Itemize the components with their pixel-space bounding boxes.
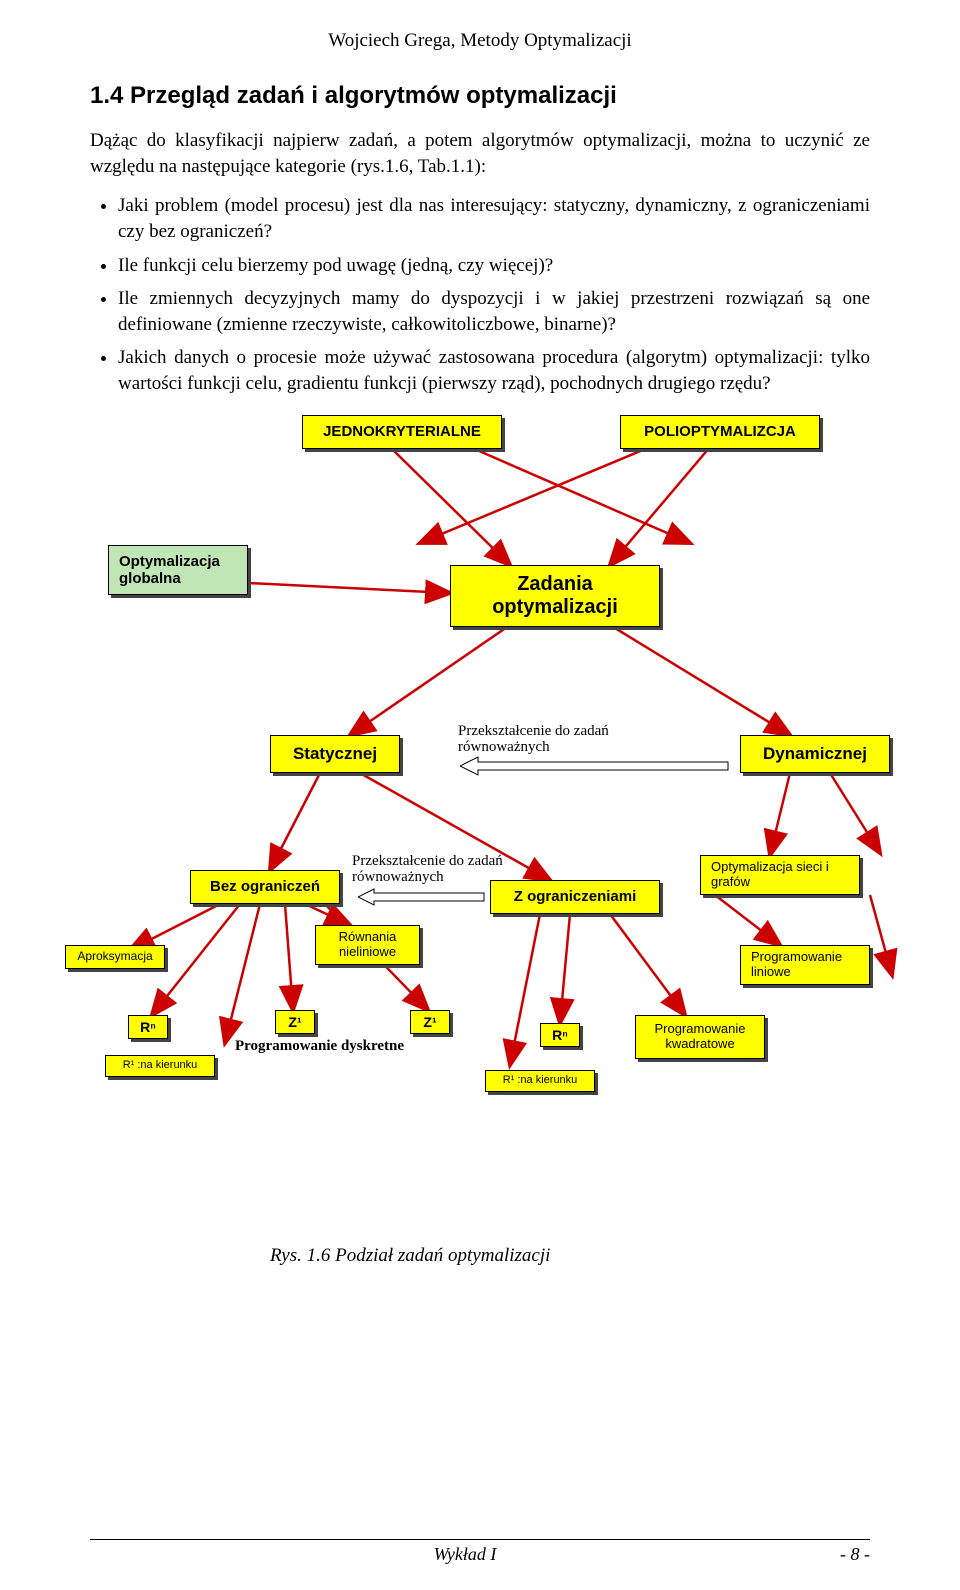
footer-page: - 8 - [840,1544,870,1565]
page-footer: Wykład I - 8 - [90,1539,870,1565]
outline-arrow-1 [460,755,730,777]
node-zadania: Zadania optymalizacji [450,565,660,627]
bullet-list: Jaki problem (model procesu) jest dla na… [90,193,870,396]
footer-center: Wykład I [434,1544,497,1565]
node-dynamicznej: Dynamicznej [740,735,890,773]
node-poli: POLIOPTYMALIZCJA [620,415,820,449]
label-przek1: Przekształcenie do zadań równoważnych [458,723,638,756]
node-rn1: Rⁿ [128,1015,168,1039]
figure-caption: Rys. 1.6 Podział zadań optymalizacji [270,1245,870,1267]
bullet-item: Ile funkcji celu bierzemy pod uwagę (jed… [118,253,870,279]
node-rownania: Równania nieliniowe [315,925,420,965]
node-sieci: Optymalizacja sieci i grafów [700,855,860,895]
bullet-item: Jakich danych o procesie może używać zas… [118,345,870,396]
label-przek2: Przekształcenie do zadań równoważnych [352,853,522,886]
page-header: Wojciech Grega, Metody Optymalizacji [90,30,870,52]
label-progdys: Programowanie dyskretne [235,1038,455,1055]
node-aproks: Aproksymacja [65,945,165,969]
node-r1kier2: R¹ :na kierunku [485,1070,595,1092]
node-z1b: Z¹ [410,1010,450,1034]
bullet-item: Ile zmiennych decyzyjnych mamy do dyspoz… [118,286,870,337]
node-rn2: Rⁿ [540,1023,580,1047]
node-liniowe: Programowanie liniowe [740,945,870,985]
outline-arrow-2 [358,887,486,907]
node-jedno: JEDNOKRYTERIALNE [302,415,502,449]
bullet-item: Jaki problem (model procesu) jest dla na… [118,193,870,244]
node-z1a: Z¹ [275,1010,315,1034]
node-globalna: Optymalizacja globalna [108,545,248,595]
section-title: 1.4 Przegląd zadań i algorytmów optymali… [90,82,870,110]
intro-text: Dążąc do klasyfikacji najpierw zadań, a … [90,128,870,179]
diagram: JEDNOKRYTERIALNE POLIOPTYMALIZCJA Optymali… [90,415,910,1175]
node-bezogr: Bez ograniczeń [190,870,340,904]
node-r1kier1: R¹ :na kierunku [105,1055,215,1077]
node-statycznej: Statycznej [270,735,400,773]
node-kwadratowe: Programowanie kwadratowe [635,1015,765,1059]
